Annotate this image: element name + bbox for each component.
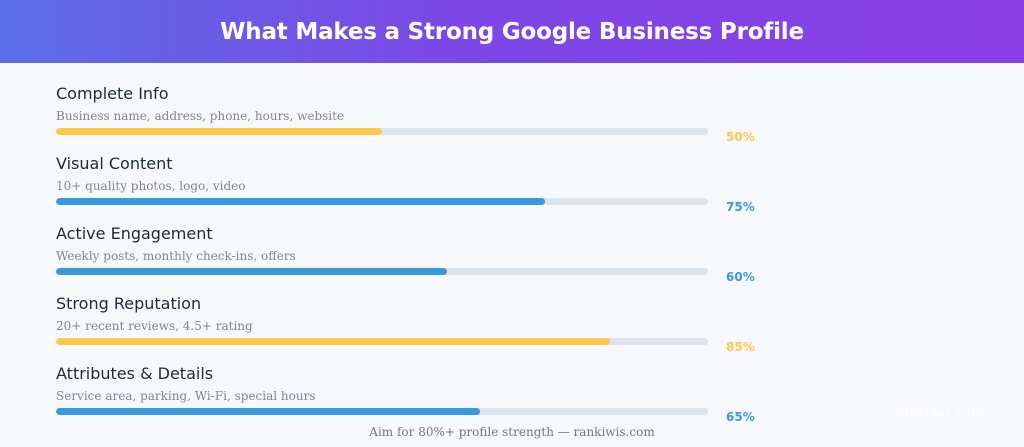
metric-bar-track	[56, 198, 708, 205]
metric-value-label: 65%	[726, 410, 755, 424]
metric-value-label: 50%	[726, 130, 755, 144]
metric-label: Complete Info	[56, 84, 169, 103]
metric-description: Business name, address, phone, hours, we…	[56, 109, 345, 123]
metric-label: Visual Content	[56, 154, 173, 173]
metric-bar-track	[56, 338, 708, 345]
metric-row: Attributes & Details Service area, parkin…	[56, 366, 756, 436]
metric-row: Visual Content 10+ quality photos, logo, …	[56, 156, 756, 226]
metric-row: Complete Info Business name, address, pho…	[56, 86, 756, 156]
metric-bar-fill	[56, 268, 447, 275]
metric-bar-fill	[56, 338, 610, 345]
metric-row: Active Engagement Weekly posts, monthly c…	[56, 226, 756, 296]
metric-value-label: 75%	[726, 200, 755, 214]
metric-label: Attributes & Details	[56, 364, 214, 383]
metric-description: Weekly posts, monthly check-ins, offers	[56, 249, 296, 263]
metric-value-label: 60%	[726, 270, 755, 284]
metric-bar-track	[56, 268, 708, 275]
metric-bar-fill	[56, 128, 382, 135]
metric-row: Strong Reputation 20+ recent reviews, 4.5…	[56, 296, 756, 366]
watermark-text: rankiwis.com	[895, 406, 984, 421]
header-banner: What Makes a Strong Google Business Prof…	[0, 0, 1024, 63]
metric-label: Strong Reputation	[56, 294, 202, 313]
metric-description: Service area, parking, Wi-Fi, special ho…	[56, 389, 316, 403]
metric-bar-track	[56, 128, 708, 135]
page-title: What Makes a Strong Google Business Prof…	[220, 18, 804, 45]
metric-bar-fill	[56, 408, 480, 415]
metric-label: Active Engagement	[56, 224, 213, 243]
metric-bar-fill	[56, 198, 545, 205]
footer-note: Aim for 80%+ profile strength — rankiwis…	[369, 425, 655, 439]
metric-description: 20+ recent reviews, 4.5+ rating	[56, 319, 253, 333]
metric-description: 10+ quality photos, logo, video	[56, 179, 246, 193]
metric-bar-track	[56, 408, 708, 415]
metric-value-label: 85%	[726, 340, 755, 354]
